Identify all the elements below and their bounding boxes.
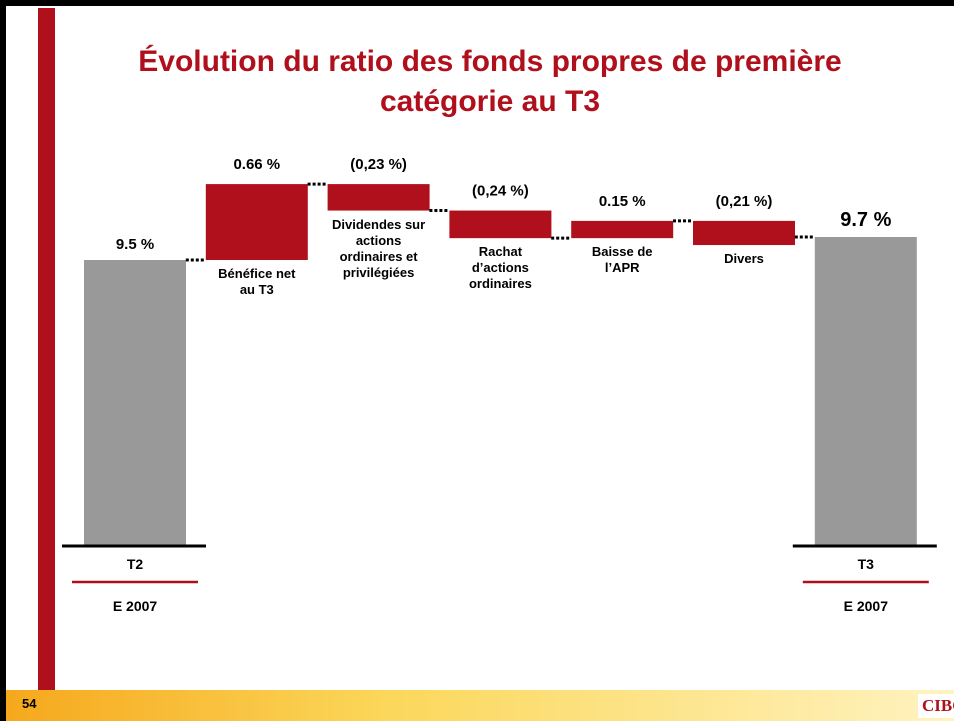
total-bar bbox=[814, 237, 917, 545]
x-tick-label: Dividendes sur actions ordinaires et pri… bbox=[331, 216, 426, 280]
top-border bbox=[0, 0, 954, 6]
value-label: (0,23 %) bbox=[350, 156, 407, 173]
change-bar bbox=[449, 210, 552, 239]
value-label: 9.5 % bbox=[116, 236, 154, 253]
value-label: (0,21 %) bbox=[716, 193, 773, 210]
x-tick-label: Baisse de l’APR bbox=[591, 244, 653, 276]
change-bar bbox=[693, 220, 795, 246]
logo: CIBC bbox=[918, 694, 954, 718]
change-bar bbox=[205, 184, 308, 260]
change-bar bbox=[571, 220, 674, 239]
footer-band bbox=[6, 690, 954, 721]
period-label: E 2007 bbox=[113, 598, 158, 614]
x-tick-label: Bénéfice net au T3 bbox=[218, 266, 296, 297]
left-border bbox=[0, 0, 6, 721]
chart-title: Évolution du ratio des fonds propres de … bbox=[138, 45, 842, 118]
x-tick-label: Rachat d’actions ordinaires bbox=[468, 244, 532, 292]
x-tick-label: T2 bbox=[127, 556, 144, 572]
total-bar bbox=[84, 260, 186, 545]
value-label: 0.66 % bbox=[233, 156, 280, 173]
page-number: 54 bbox=[22, 696, 37, 711]
value-label: 9.7 % bbox=[840, 209, 891, 231]
chart: T2 E 2007 9.5 % 0.66 % (0,23 %) (0,24 %) 0.15 … bbox=[62, 156, 937, 614]
side-bar bbox=[38, 8, 55, 690]
x-tick-label: T3 bbox=[858, 556, 875, 572]
value-label: 0.15 % bbox=[599, 193, 646, 210]
x-tick-label: Divers bbox=[724, 251, 764, 267]
period-label: E 2007 bbox=[844, 598, 889, 614]
value-label: (0,24 %) bbox=[472, 183, 529, 200]
change-bar bbox=[327, 184, 430, 211]
